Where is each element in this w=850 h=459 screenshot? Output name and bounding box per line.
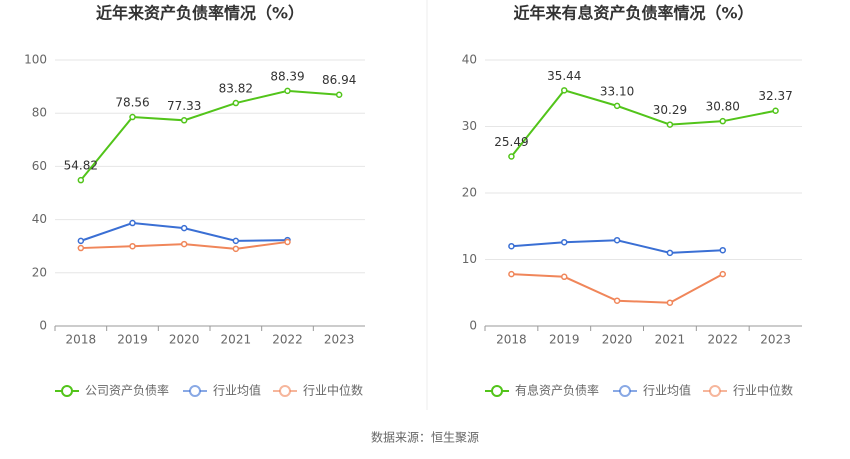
x-tick-label: 2020	[602, 333, 633, 347]
value-label: 54.82	[64, 159, 98, 173]
legend-marker	[619, 385, 631, 397]
value-label: 33.10	[600, 84, 634, 98]
point	[180, 224, 188, 232]
point	[284, 238, 291, 246]
point	[129, 242, 136, 250]
x-tick-label: 2022	[707, 333, 738, 347]
x-tick-label: 2018	[66, 333, 97, 347]
value-label: 32.37	[758, 89, 792, 103]
value-label: 83.82	[219, 82, 253, 96]
value-label: 35.44	[547, 69, 581, 83]
point	[666, 299, 674, 306]
x-tick-label: 2021	[221, 333, 252, 347]
value-label: 86.94	[322, 73, 356, 87]
y-tick-label: 100	[24, 53, 47, 67]
point	[561, 238, 568, 246]
point	[508, 242, 515, 250]
legend-marker	[279, 385, 291, 397]
point	[77, 237, 85, 245]
source: 数据来源：恒生聚源	[371, 430, 479, 445]
y-tick-label: 10	[462, 252, 477, 266]
point	[129, 219, 136, 227]
point	[666, 249, 674, 257]
y-tick-label: 20	[462, 186, 477, 200]
legend-label: 有息资产负债率	[515, 383, 599, 398]
legend-marker	[189, 385, 201, 397]
x-tick-label: 2022	[272, 333, 303, 347]
y-tick-label: 0	[39, 319, 47, 333]
x-tick-label: 2021	[655, 333, 686, 347]
x-tick-label: 2023	[324, 333, 355, 347]
point	[180, 117, 188, 124]
point	[613, 297, 621, 304]
value-label: 30.80	[706, 100, 740, 114]
y-tick-label: 40	[462, 53, 477, 67]
point	[561, 87, 568, 94]
point	[719, 246, 726, 254]
chart-title: 近年来有息资产负债率情况（%）	[513, 4, 753, 23]
point	[180, 240, 188, 248]
legend-label: 行业中位数	[303, 383, 363, 398]
point	[77, 176, 85, 184]
x-tick-label: 2019	[117, 333, 148, 347]
point	[666, 121, 674, 128]
x-tick-label: 2019	[549, 333, 580, 347]
x-tick-label: 2023	[760, 333, 791, 347]
point	[508, 270, 515, 278]
legend-marker	[61, 385, 73, 397]
x-tick-label: 2020	[169, 333, 200, 347]
value-label: 88.39	[270, 69, 304, 83]
legend-label: 行业均值	[643, 383, 691, 398]
y-tick-label: 30	[462, 119, 477, 133]
y-tick-label: 60	[32, 159, 47, 173]
point	[508, 153, 515, 160]
point	[129, 113, 136, 121]
legend-label: 行业中位数	[733, 383, 793, 398]
point	[613, 102, 621, 110]
point	[772, 107, 779, 114]
value-label: 25.49	[494, 135, 528, 149]
legend-marker	[709, 385, 721, 397]
point	[613, 236, 621, 244]
x-tick-label: 2018	[496, 333, 527, 347]
value-label: 30.29	[653, 103, 687, 117]
y-tick-label: 40	[32, 212, 47, 226]
series-line	[510, 89, 776, 158]
point	[232, 99, 240, 107]
legend-marker	[491, 385, 503, 397]
legend-label: 行业均值	[213, 383, 261, 398]
point	[232, 245, 240, 253]
point	[719, 270, 726, 278]
y-tick-label: 80	[32, 106, 47, 120]
value-label: 77.33	[167, 99, 201, 113]
point	[77, 244, 85, 252]
series-line	[80, 89, 340, 181]
point	[719, 117, 726, 125]
point	[232, 237, 240, 245]
point	[335, 91, 343, 98]
value-label: 78.56	[115, 96, 149, 110]
point	[284, 87, 291, 95]
point	[561, 273, 568, 281]
y-tick-label: 20	[32, 265, 47, 279]
legend-label: 公司资产负债率	[85, 383, 169, 398]
y-tick-label: 0	[469, 319, 477, 333]
chart-title: 近年来资产负债率情况（%）	[96, 4, 304, 23]
